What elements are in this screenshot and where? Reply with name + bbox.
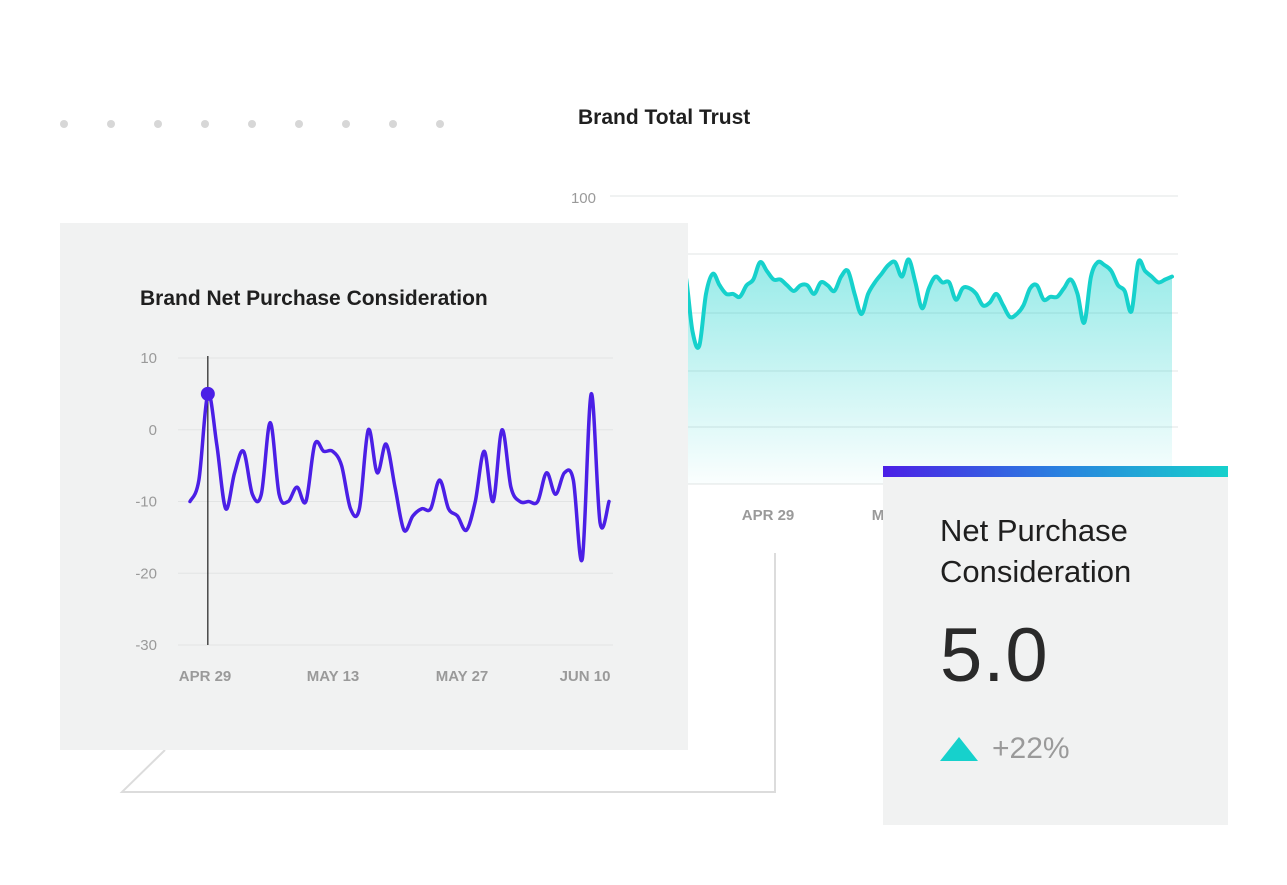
npc-y-tick: 0 (149, 422, 157, 439)
npc-chart-title: Brand Net Purchase Consideration (140, 287, 488, 310)
dot (342, 120, 350, 128)
dot (389, 120, 397, 128)
trust-series-line (596, 255, 1174, 350)
kpi-change: +22% (992, 732, 1070, 765)
dot (201, 120, 209, 128)
npc-x-tick: JUN 10 (560, 668, 611, 685)
npc-y-tick: -20 (135, 565, 157, 582)
dot (436, 120, 444, 128)
trust-y-tick: 100 (571, 190, 596, 207)
npc-y-tick: 10 (140, 350, 157, 367)
dot (60, 120, 68, 128)
trust-area-fill (598, 257, 1172, 484)
kpi-gradient-bar (883, 466, 1228, 477)
dot (295, 120, 303, 128)
dot (107, 120, 115, 128)
dot (248, 120, 256, 128)
dot (154, 120, 162, 128)
npc-series-line (188, 391, 611, 563)
npc-y-tick: -30 (135, 637, 157, 654)
kpi-title: Net Purchase Consideration (940, 513, 1132, 589)
npc-x-tick: MAY 13 (307, 668, 360, 685)
kpi-value: 5.0 (940, 613, 1049, 698)
npc-x-tick: APR 29 (179, 668, 232, 685)
npc-x-tick: MAY 27 (436, 668, 489, 685)
trust-x-tick: APR 29 (742, 507, 795, 524)
npc-chart-card: Brand Net Purchase Consideration (60, 223, 688, 750)
triangle-up-icon (940, 737, 978, 761)
trust-chart-title: Brand Total Trust (578, 106, 751, 129)
npc-y-tick: -10 (135, 494, 157, 511)
kpi-change-row: +22% (940, 732, 1070, 766)
pagination-dots (60, 120, 460, 130)
highlight-point[interactable] (200, 386, 215, 401)
kpi-card: Net Purchase Consideration 5.0 +22% (883, 466, 1228, 825)
trust-x-tick: M (872, 507, 885, 524)
